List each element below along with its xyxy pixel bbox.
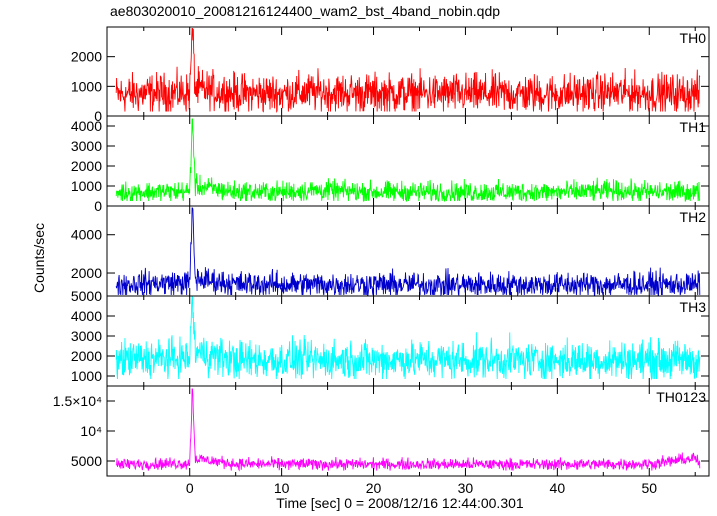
series-label-th1: TH1 (680, 119, 707, 135)
y-tick-label: 2000 (71, 348, 102, 364)
series-line-th1 (115, 118, 701, 203)
y-tick-label: 2000 (71, 158, 102, 174)
panel-frame (106, 26, 710, 117)
series-label-th0: TH0 (680, 30, 707, 46)
panel-th0: 0 1000 2000 TH0 (71, 26, 710, 124)
panel-frame (106, 295, 710, 387)
y-tick-label: 1000 (71, 368, 102, 384)
y-tick-label: 2000 (71, 265, 102, 281)
chart-title: ae803020010_20081216124400_wam2_bst_4ban… (110, 3, 500, 19)
y-axis-label: Counts/sec (31, 223, 47, 293)
panel-th3: 1000 2000 3000 4000 5000 TH3 (71, 288, 710, 387)
y-tick-label: 4000 (71, 118, 102, 134)
panel-th1: 0 1000 2000 3000 4000 TH1 (71, 115, 710, 214)
series-line-th0123 (115, 388, 701, 472)
x-tick-label: 40 (550, 480, 566, 496)
panel-th2: 2000 4000 TH2 (71, 205, 710, 297)
y-tick-label: 1000 (71, 78, 102, 94)
y-tick-label: 2000 (71, 49, 102, 65)
y-tick-label: 3000 (71, 328, 102, 344)
series-line-th0 (115, 28, 701, 114)
y-tick-label: 5000 (71, 288, 102, 304)
series-label-th0123: TH0123 (656, 389, 706, 405)
series-label-th3: TH3 (680, 299, 707, 315)
y-tick-label: 1000 (71, 178, 102, 194)
y-tick-label: 0 (94, 198, 102, 214)
x-tick-label: 30 (458, 480, 474, 496)
y-tick-label: 1.5×10⁴ (53, 393, 102, 409)
y-tick-label: 4000 (71, 308, 102, 324)
x-tick-label: 10 (274, 480, 290, 496)
x-tick-label: 20 (366, 480, 382, 496)
y-tick-label: 0 (94, 108, 102, 124)
y-tick-label: 4000 (71, 227, 102, 243)
panel-th0123: 5000 10⁴ 1.5×10⁴ TH0123 (53, 385, 710, 477)
x-tick-label: 50 (641, 480, 657, 496)
series-line-th3 (115, 296, 701, 381)
x-axis-label: Time [sec] 0 = 2008/12/16 12:44:00.301 (276, 495, 524, 511)
y-tick-label: 5000 (71, 453, 102, 469)
y-tick-label: 3000 (71, 138, 102, 154)
x-tick-label: 0 (186, 480, 194, 496)
series-line-th2 (115, 207, 701, 297)
series-label-th2: TH2 (680, 209, 707, 225)
y-tick-label: 10⁴ (80, 423, 102, 439)
